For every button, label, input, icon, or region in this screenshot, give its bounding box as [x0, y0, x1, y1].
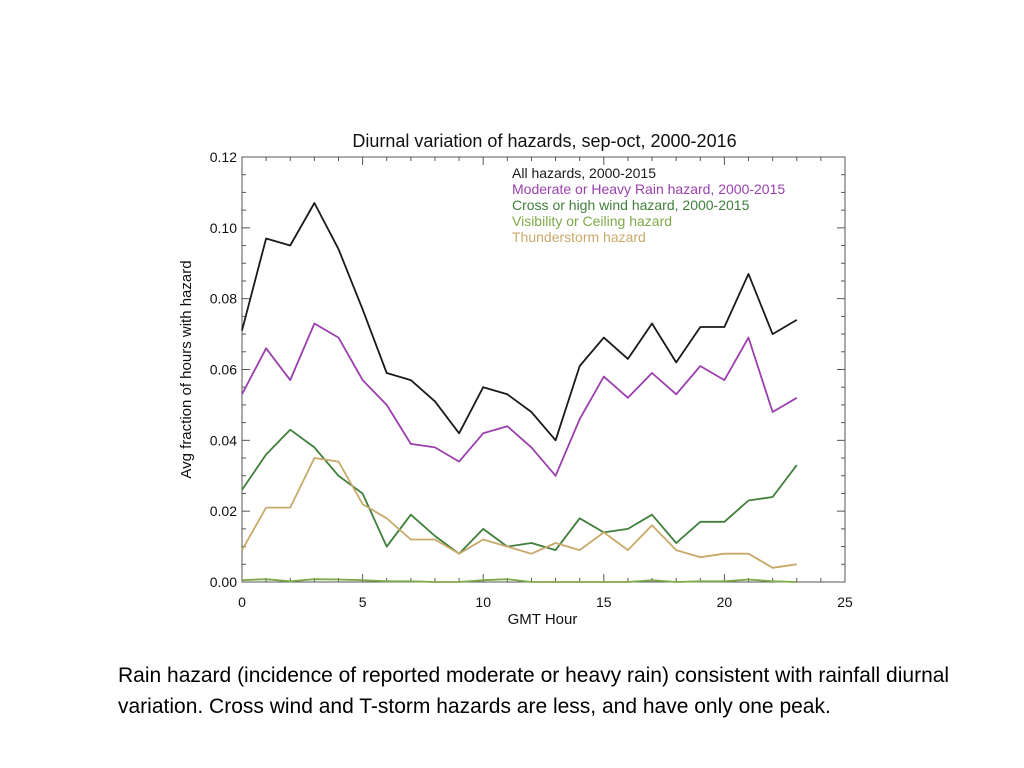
- y-axis-label: Avg fraction of hours with hazard: [178, 260, 195, 478]
- legend-entry: Visibility or Ceiling hazard: [512, 213, 672, 229]
- x-tick-label: 5: [359, 594, 367, 610]
- caption-text: Rain hazard (incidence of reported moder…: [118, 664, 950, 718]
- series-line-0: [241, 202, 798, 442]
- y-tick-label: 0.08: [210, 291, 237, 307]
- chart-title: Diurnal variation of hazards, sep-oct, 2…: [352, 131, 736, 151]
- x-tick-label: 15: [596, 594, 612, 610]
- series-line-3: [241, 578, 797, 583]
- legend-entry: Moderate or Heavy Rain hazard, 2000-2015: [512, 181, 785, 197]
- series-line-2: [241, 428, 798, 555]
- x-tick-label: 0: [238, 594, 246, 610]
- series-line-4: [241, 457, 797, 569]
- y-tick-label: 0.02: [210, 503, 237, 519]
- y-tick-label: 0.04: [210, 432, 237, 448]
- x-tick-label: 20: [717, 594, 733, 610]
- x-axis-label: GMT Hour: [508, 611, 578, 628]
- legend-entry: Cross or high wind hazard, 2000-2015: [512, 197, 750, 213]
- y-tick-label: 0.00: [210, 574, 237, 590]
- y-tick-label: 0.06: [210, 362, 237, 378]
- legend-entry: Thunderstorm hazard: [512, 229, 646, 245]
- y-tick-label: 0.10: [210, 220, 237, 236]
- chart: Diurnal variation of hazards, sep-oct, 2…: [178, 131, 853, 628]
- legend-entry: All hazards, 2000-2015: [512, 165, 656, 181]
- y-tick-label: 0.12: [210, 149, 237, 165]
- series-line-1: [241, 322, 798, 477]
- x-tick-label: 25: [837, 594, 853, 610]
- x-tick-label: 10: [475, 594, 491, 610]
